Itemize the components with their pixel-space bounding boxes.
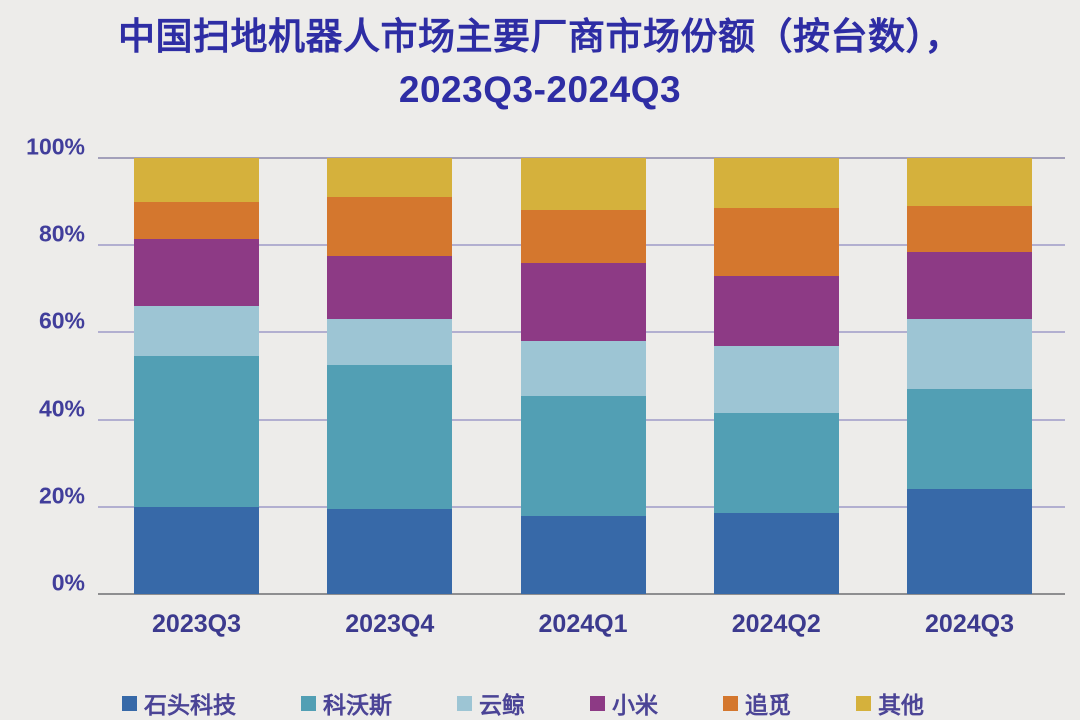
bar-2023Q4: 2023Q4 xyxy=(327,158,453,638)
bar-segment-2024Q1-云鲸 xyxy=(520,341,646,396)
x-tick-label-2024Q3: 2024Q3 xyxy=(925,610,1014,638)
bar-segment-2023Q3-石头科技 xyxy=(134,506,259,594)
x-tick-label-2023Q4: 2023Q4 xyxy=(345,610,435,638)
bar-segment-2023Q4-云鲸 xyxy=(327,319,453,366)
bar-segment-2024Q3-追觅 xyxy=(907,206,1032,252)
legend-item-小米: 小米 xyxy=(590,686,658,720)
x-tick-label-2023Q3: 2023Q3 xyxy=(152,610,241,638)
bar-2024Q1: 2024Q1 xyxy=(520,158,646,638)
bar-segment-2023Q4-小米 xyxy=(327,256,453,320)
bar-2024Q2: 2024Q2 xyxy=(713,158,839,638)
bar-segment-2024Q1-其他 xyxy=(520,158,646,211)
bar-segment-2023Q4-追觅 xyxy=(327,197,453,257)
legend-swatch-小米 xyxy=(590,695,605,711)
bar-segment-2024Q1-科沃斯 xyxy=(520,395,646,516)
legend-label-科沃斯: 科沃斯 xyxy=(323,692,392,718)
bar-segment-2024Q3-小米 xyxy=(907,251,1032,320)
bar-segment-2023Q4-其他 xyxy=(327,158,453,198)
bar-segment-2024Q3-云鲸 xyxy=(907,319,1032,390)
y-tick-label-60%: 60% xyxy=(38,307,85,334)
bar-segment-2024Q1-石头科技 xyxy=(520,515,646,594)
legend-label-云鲸: 云鲸 xyxy=(479,692,525,718)
legend-item-科沃斯: 科沃斯 xyxy=(301,686,392,720)
bar-segment-2024Q2-其他 xyxy=(713,158,839,209)
bar-segment-2024Q3-其他 xyxy=(907,158,1032,207)
bar-segment-2023Q3-小米 xyxy=(134,238,259,307)
legend-swatch-石头科技 xyxy=(122,695,137,711)
legend-item-石头科技: 石头科技 xyxy=(122,686,236,720)
gridline-100% xyxy=(98,157,1065,159)
bar-segment-2023Q3-云鲸 xyxy=(134,306,259,357)
bar-segment-2024Q2-云鲸 xyxy=(713,345,839,414)
legend-label-其他: 其他 xyxy=(878,692,924,718)
legend-swatch-云鲸 xyxy=(457,695,472,711)
legend-swatch-追觅 xyxy=(723,695,738,711)
legend-item-其他: 其他 xyxy=(856,686,924,720)
chart-title-line1: 中国扫地机器人市场主要厂商市场份额（按台数）， xyxy=(118,16,962,57)
legend-label-追觅: 追觅 xyxy=(745,692,791,718)
bar-segment-2024Q3-科沃斯 xyxy=(907,389,1032,490)
y-tick-label-40%: 40% xyxy=(38,395,85,422)
bar-2024Q3: 2024Q3 xyxy=(907,158,1032,638)
legend-label-石头科技: 石头科技 xyxy=(144,692,236,718)
x-tick-label-2024Q1: 2024Q1 xyxy=(538,610,628,638)
bar-2023Q3: 2023Q3 xyxy=(134,158,259,638)
bar-segment-2023Q4-科沃斯 xyxy=(327,365,453,509)
y-tick-label-80%: 80% xyxy=(38,220,85,247)
legend-swatch-科沃斯 xyxy=(301,695,316,711)
chart-title-line2: 2023Q3-2024Q3 xyxy=(398,69,682,110)
bar-segment-2024Q2-小米 xyxy=(713,275,839,346)
bars-layer: 2023Q3 2023Q4 2024Q1 2024Q2 2024Q3 xyxy=(98,158,1065,638)
bar-segment-2024Q1-追觅 xyxy=(520,210,646,263)
bar-segment-2023Q3-追觅 xyxy=(134,201,259,239)
y-tick-label-20%: 20% xyxy=(38,482,85,509)
bar-segment-2024Q1-小米 xyxy=(520,262,646,342)
legend-item-追觅: 追觅 xyxy=(723,686,791,720)
x-tick-label-2024Q2: 2024Q2 xyxy=(731,610,821,638)
bar-segment-2024Q2-追觅 xyxy=(713,208,839,276)
bar-segment-2023Q3-科沃斯 xyxy=(134,356,259,507)
legend-item-云鲸: 云鲸 xyxy=(457,686,525,720)
legend-swatch-其他 xyxy=(856,695,871,711)
plot-area: 0% 20% 40% 60% 80% 100% 2023Q3 2023Q4 2024Q1 202… xyxy=(26,134,1065,638)
y-tick-label-100%: 100% xyxy=(26,133,85,160)
bar-segment-2024Q3-石头科技 xyxy=(907,489,1032,594)
chart-title: 中国扫地机器人市场主要厂商市场份额（按台数）， 2023Q3-2024Q3 xyxy=(0,10,1080,116)
legend-label-小米: 小米 xyxy=(612,692,658,718)
bar-segment-2023Q3-其他 xyxy=(134,158,259,202)
bar-segment-2024Q2-石头科技 xyxy=(713,513,839,594)
y-tick-label-0%: 0% xyxy=(51,569,85,596)
legend: 石头科技 科沃斯 云鲸 小米 追觅 其他 xyxy=(122,686,924,720)
gridline-0% xyxy=(98,593,1065,595)
bar-segment-2023Q4-石头科技 xyxy=(327,508,453,594)
bar-segment-2024Q2-科沃斯 xyxy=(713,413,839,514)
